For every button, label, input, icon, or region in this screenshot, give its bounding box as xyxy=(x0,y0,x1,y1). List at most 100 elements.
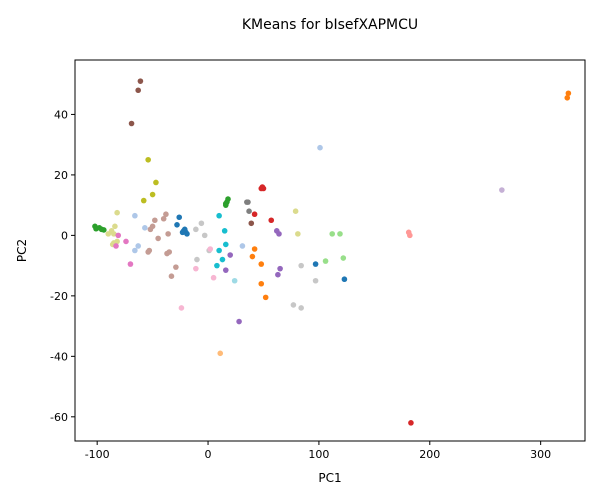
data-point xyxy=(193,265,199,272)
data-point xyxy=(178,305,185,311)
data-point xyxy=(115,232,122,239)
data-point xyxy=(160,215,167,222)
data-point xyxy=(408,420,414,426)
data-point xyxy=(277,265,283,272)
data-point xyxy=(174,221,180,228)
data-point xyxy=(217,350,224,357)
data-point xyxy=(132,247,138,254)
data-point xyxy=(105,231,112,237)
data-point xyxy=(127,261,134,267)
data-point xyxy=(152,217,158,224)
data-point xyxy=(113,243,119,249)
y-tick-label: -20 xyxy=(50,290,68,303)
chart-title: KMeans for bIsefXAPMCU xyxy=(242,17,418,33)
data-point xyxy=(236,318,242,325)
data-point xyxy=(251,246,258,252)
data-point xyxy=(216,247,222,254)
data-point xyxy=(317,144,323,151)
data-point xyxy=(201,232,208,239)
data-point xyxy=(221,228,228,234)
data-point xyxy=(227,252,234,258)
data-point xyxy=(239,243,246,249)
data-point xyxy=(499,187,505,193)
y-tick-label: 0 xyxy=(61,229,68,242)
data-point xyxy=(259,184,266,190)
data-point xyxy=(340,255,347,261)
data-point xyxy=(123,238,129,245)
data-point xyxy=(135,87,141,94)
data-point xyxy=(145,156,151,163)
data-point xyxy=(258,261,265,267)
data-point xyxy=(179,229,186,236)
data-point xyxy=(176,214,183,221)
data-point xyxy=(262,294,269,301)
data-point xyxy=(173,264,179,270)
data-point xyxy=(275,271,281,278)
y-tick-label: 40 xyxy=(54,108,68,121)
data-point xyxy=(276,231,282,237)
data-point xyxy=(248,220,255,227)
data-point xyxy=(290,302,297,308)
data-point xyxy=(329,231,336,237)
x-tick-label: 100 xyxy=(308,448,329,461)
data-point xyxy=(341,276,348,283)
data-point xyxy=(312,261,319,267)
x-axis-label: PC1 xyxy=(318,471,341,485)
data-point xyxy=(251,211,258,218)
data-point xyxy=(142,225,148,231)
x-tick-label: 200 xyxy=(419,448,440,461)
y-tick-label: -40 xyxy=(50,350,68,363)
data-point xyxy=(193,226,199,233)
data-point xyxy=(322,258,329,264)
data-point xyxy=(168,273,175,280)
data-point xyxy=(312,277,319,284)
data-point xyxy=(166,249,173,255)
data-point xyxy=(407,232,413,239)
data-point xyxy=(153,179,159,186)
data-point xyxy=(145,249,151,255)
y-tick-label: -60 xyxy=(50,411,68,424)
data-point xyxy=(165,231,171,237)
axis-ticks: -100 0 100 200 300 -60 -40 -20 0 20 40 xyxy=(50,108,551,461)
data-point xyxy=(210,274,217,281)
data-point xyxy=(194,256,200,263)
data-point xyxy=(249,253,256,260)
data-point xyxy=(245,199,251,205)
data-point xyxy=(565,90,572,97)
data-point xyxy=(295,231,301,237)
data-point xyxy=(337,231,343,237)
data-point xyxy=(149,223,156,230)
data-points xyxy=(92,78,572,426)
data-point xyxy=(258,280,265,287)
data-point xyxy=(135,243,141,249)
x-tick-label: 0 xyxy=(205,448,212,461)
data-point xyxy=(155,235,161,242)
data-point xyxy=(298,262,304,269)
data-point xyxy=(246,208,252,214)
data-point xyxy=(128,120,135,127)
data-point xyxy=(163,211,169,218)
data-point xyxy=(132,212,138,219)
data-point xyxy=(198,220,205,227)
data-point xyxy=(207,246,214,252)
data-point xyxy=(149,191,156,198)
data-point xyxy=(222,241,229,248)
data-point xyxy=(222,200,229,207)
data-point xyxy=(231,277,238,284)
data-point xyxy=(140,197,147,204)
data-point xyxy=(114,209,120,216)
data-point xyxy=(298,305,304,311)
plot-area-frame xyxy=(74,59,586,442)
y-axis-label: PC2 xyxy=(15,239,29,262)
data-point xyxy=(219,256,226,263)
data-point xyxy=(225,196,231,202)
data-point xyxy=(216,212,222,219)
y-tick-label: 20 xyxy=(54,169,68,182)
data-point xyxy=(137,78,144,84)
data-point xyxy=(101,227,107,233)
x-tick-label: -100 xyxy=(85,448,110,461)
data-point xyxy=(184,231,190,237)
